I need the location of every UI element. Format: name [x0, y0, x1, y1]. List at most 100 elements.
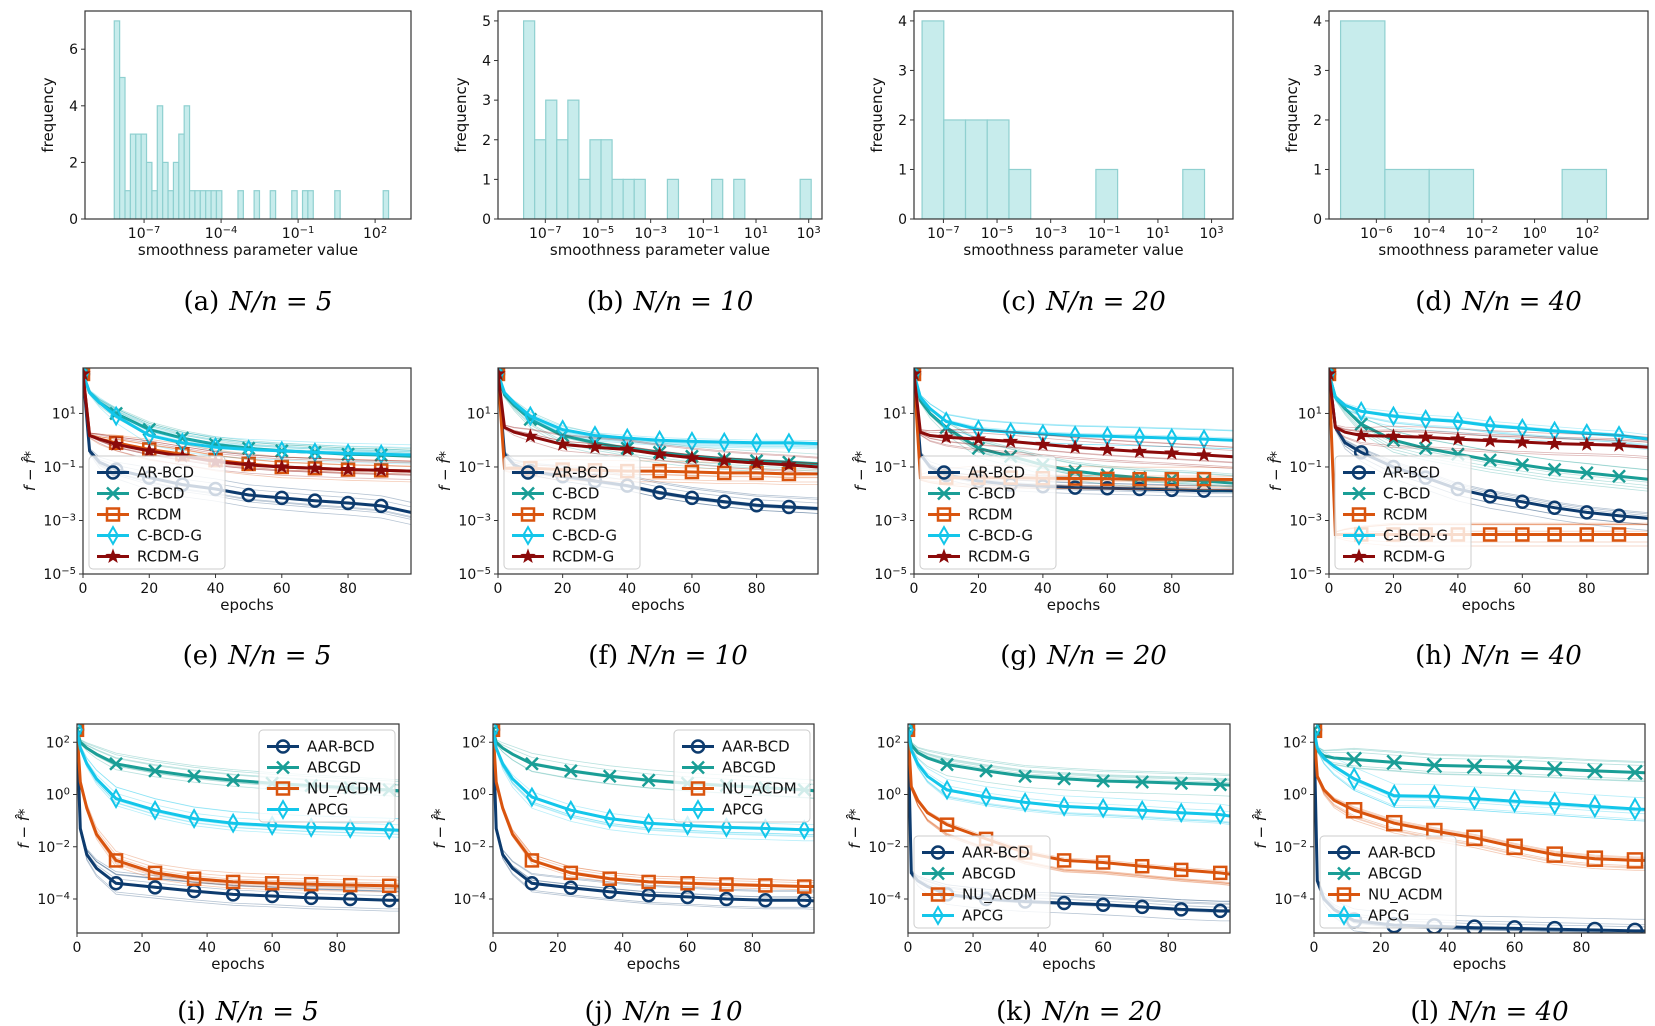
plot-area	[493, 724, 814, 910]
marker-x	[1515, 457, 1530, 472]
marker-diamond	[1419, 408, 1432, 430]
legend-label: C-BCD-G	[552, 527, 617, 545]
marker-x	[521, 486, 535, 501]
legend-label: AR-BCD	[968, 464, 1025, 482]
marker-square	[1329, 368, 1337, 382]
marker-x	[525, 756, 539, 771]
run-line-APCG	[908, 729, 1230, 823]
marker-square	[641, 874, 656, 890]
caption-formula: N/n = 10	[633, 287, 754, 317]
run-line-RCDM-G	[498, 373, 818, 459]
run-line-ABCGD	[1314, 729, 1645, 764]
subfigure-caption: (j) N/n = 10	[584, 997, 742, 1026]
x-tick-label: 80	[339, 581, 357, 597]
y-tick-label: 102	[46, 734, 70, 752]
marker-star	[1450, 431, 1466, 446]
histogram-bar	[1182, 168, 1206, 219]
x-tick-label: 40	[1439, 940, 1457, 956]
subfigure-caption: (g) N/n = 20	[1000, 641, 1167, 671]
marker-diamond	[277, 799, 289, 820]
x-tick-label: 101	[744, 225, 768, 243]
marker-x	[109, 756, 123, 771]
marker-circle	[781, 499, 797, 515]
marker-square	[225, 874, 241, 890]
y-tick-label: 101	[1298, 405, 1322, 423]
y-axis-label: frequency	[1283, 77, 1301, 152]
marker-square	[1626, 852, 1644, 869]
marker-diamond	[1588, 794, 1602, 819]
marker-x	[1354, 417, 1369, 431]
marker-diamond	[149, 799, 162, 821]
marker-circle	[719, 891, 734, 907]
histogram-bars	[523, 20, 812, 219]
x-tick-label: 20	[140, 581, 158, 597]
x-tick-label: 10−7	[927, 225, 960, 243]
histogram-bar	[140, 133, 148, 219]
run-line-RCDM-G	[1329, 373, 1648, 457]
y-tick-label: 10−3	[1289, 512, 1322, 530]
marker-circle	[303, 890, 319, 906]
subfigure-caption: (d) N/n = 40	[1415, 287, 1582, 317]
x-tick-label: 40	[1034, 581, 1052, 597]
histogram-bar	[666, 178, 680, 219]
marker-diamond	[1353, 525, 1365, 546]
panel-l: 0 20 40 60 80 102 100 10−2 10−4 epochs f − f̂* AAR-…	[1251, 723, 1646, 1026]
y-tick-label: 10−5	[1289, 566, 1322, 584]
run-line-C-BCD-G	[914, 373, 1233, 431]
marker-square	[303, 876, 319, 892]
legend-label: AAR-BCD	[962, 844, 1030, 862]
histogram-bar	[188, 190, 196, 219]
marker-circle	[1067, 480, 1083, 495]
y-tick-label: 2	[69, 155, 78, 171]
run-line-AAR-BCD	[77, 729, 399, 912]
legend-label: AAR-BCD	[722, 738, 790, 756]
histogram-bar	[291, 190, 298, 219]
marker-circle	[563, 880, 579, 895]
marker-diamond	[493, 724, 499, 741]
histogram-bar	[178, 133, 185, 219]
y-tick-label: 10−4	[1274, 891, 1307, 909]
y-axis-label: frequency	[868, 77, 886, 152]
marker-circle	[1506, 920, 1523, 933]
series-line-APCG	[77, 729, 399, 832]
legend-label: RCDM	[137, 506, 182, 524]
panel-d: 10−6 10−4 10−2 100 102 0 1 2 3 4 smoothness parame…	[1283, 10, 1649, 317]
marker-diamond	[498, 368, 504, 385]
plot-frame	[913, 367, 1234, 575]
caption-formula: N/n = 20	[1045, 287, 1166, 317]
marker-diamond	[1097, 797, 1110, 819]
marker-square	[77, 724, 85, 738]
x-tick-label: 40	[198, 940, 216, 956]
legend-label: AAR-BCD	[307, 738, 375, 756]
marker-circle	[1351, 465, 1367, 480]
marker-square	[520, 507, 536, 522]
subfigure-caption: (e) N/n = 5	[183, 641, 332, 671]
series-line-NU_ACDM	[77, 729, 399, 888]
subfigure-caption: (a) N/n = 5	[184, 287, 333, 317]
marker-circle	[342, 891, 358, 907]
x-tick-label: 60	[1513, 581, 1531, 597]
marker-circle	[1134, 899, 1150, 915]
series-line-APCG	[908, 729, 1230, 818]
marker-square	[1095, 855, 1111, 870]
x-tick-label: 10−2	[1466, 225, 1499, 243]
marker-star	[716, 452, 732, 468]
x-axis-label: epochs	[631, 596, 685, 614]
y-tick-label: 10−2	[1274, 838, 1307, 856]
marker-star	[619, 441, 636, 456]
legend-label: C-BCD	[1383, 485, 1430, 503]
legend-label: C-BCD-G	[968, 527, 1033, 545]
caption-formula: N/n = 10	[627, 641, 748, 671]
y-tick-label: 100	[462, 786, 486, 804]
x-tick-label: 0	[73, 940, 82, 956]
caption-label: (b)	[587, 287, 624, 317]
legend: AAR-BCD ABCGD NU_ACDM APCG	[258, 729, 396, 823]
y-tick-label: 10−5	[458, 566, 491, 584]
legend: AAR-BCD ABCGD NU_ACDM APCG	[673, 729, 811, 823]
panel-h: 0 20 40 60 80 101 10−1 10−3 10−5 epochs f − f̂* AR-…	[1266, 367, 1649, 671]
y-axis-label: f − f̂*	[20, 450, 39, 491]
y-tick-label: 2	[1313, 113, 1322, 129]
marker-circle	[1586, 921, 1604, 933]
marker-circle	[930, 845, 946, 860]
